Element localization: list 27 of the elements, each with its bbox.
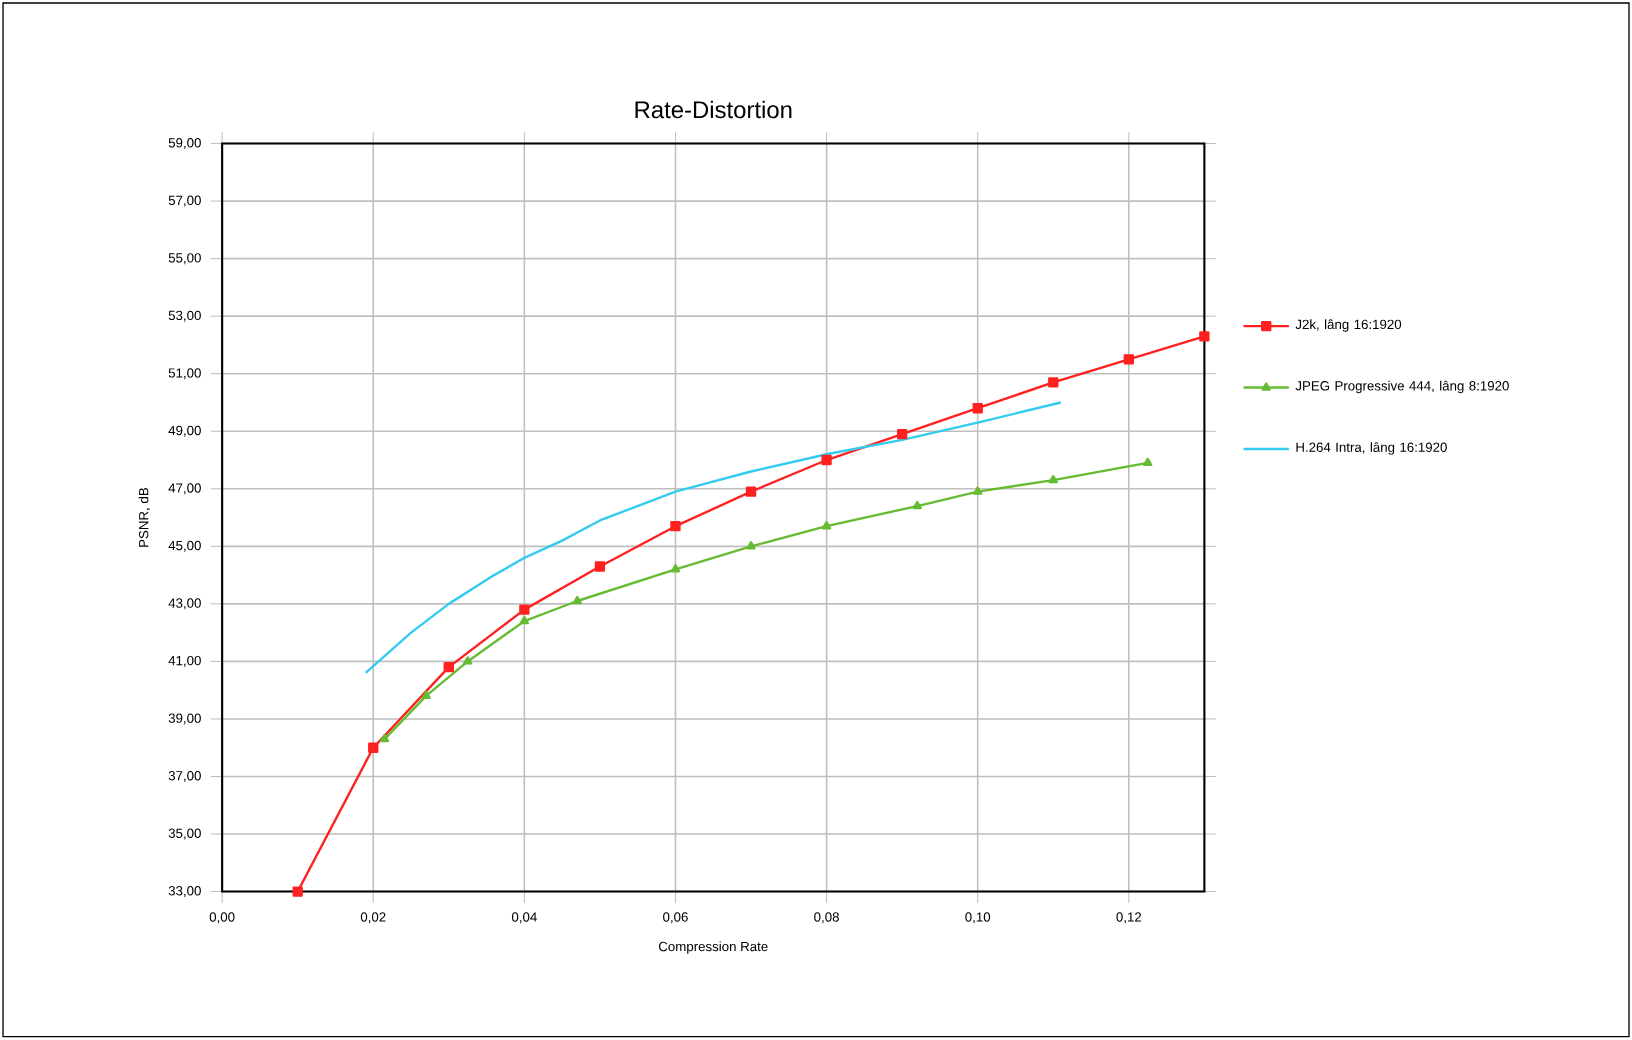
point xyxy=(572,595,582,605)
point xyxy=(912,501,922,510)
point xyxy=(821,455,832,466)
point xyxy=(896,429,908,440)
point xyxy=(670,564,681,573)
point xyxy=(1143,457,1153,467)
point xyxy=(519,604,530,615)
line-series xyxy=(364,401,1063,675)
point xyxy=(670,521,681,532)
point xyxy=(519,616,530,625)
point xyxy=(1048,475,1058,484)
point xyxy=(1199,331,1210,342)
point xyxy=(973,486,983,496)
point xyxy=(463,656,473,665)
point xyxy=(379,734,390,743)
point xyxy=(443,662,454,673)
point xyxy=(745,486,757,497)
point xyxy=(746,541,756,550)
chart-title: Rate-Distortion xyxy=(635,100,792,119)
point xyxy=(368,742,379,754)
point xyxy=(292,886,303,897)
point xyxy=(1123,354,1134,365)
point xyxy=(821,521,832,530)
point xyxy=(421,690,431,700)
point xyxy=(1048,377,1059,388)
point xyxy=(594,561,606,572)
point xyxy=(972,403,983,414)
